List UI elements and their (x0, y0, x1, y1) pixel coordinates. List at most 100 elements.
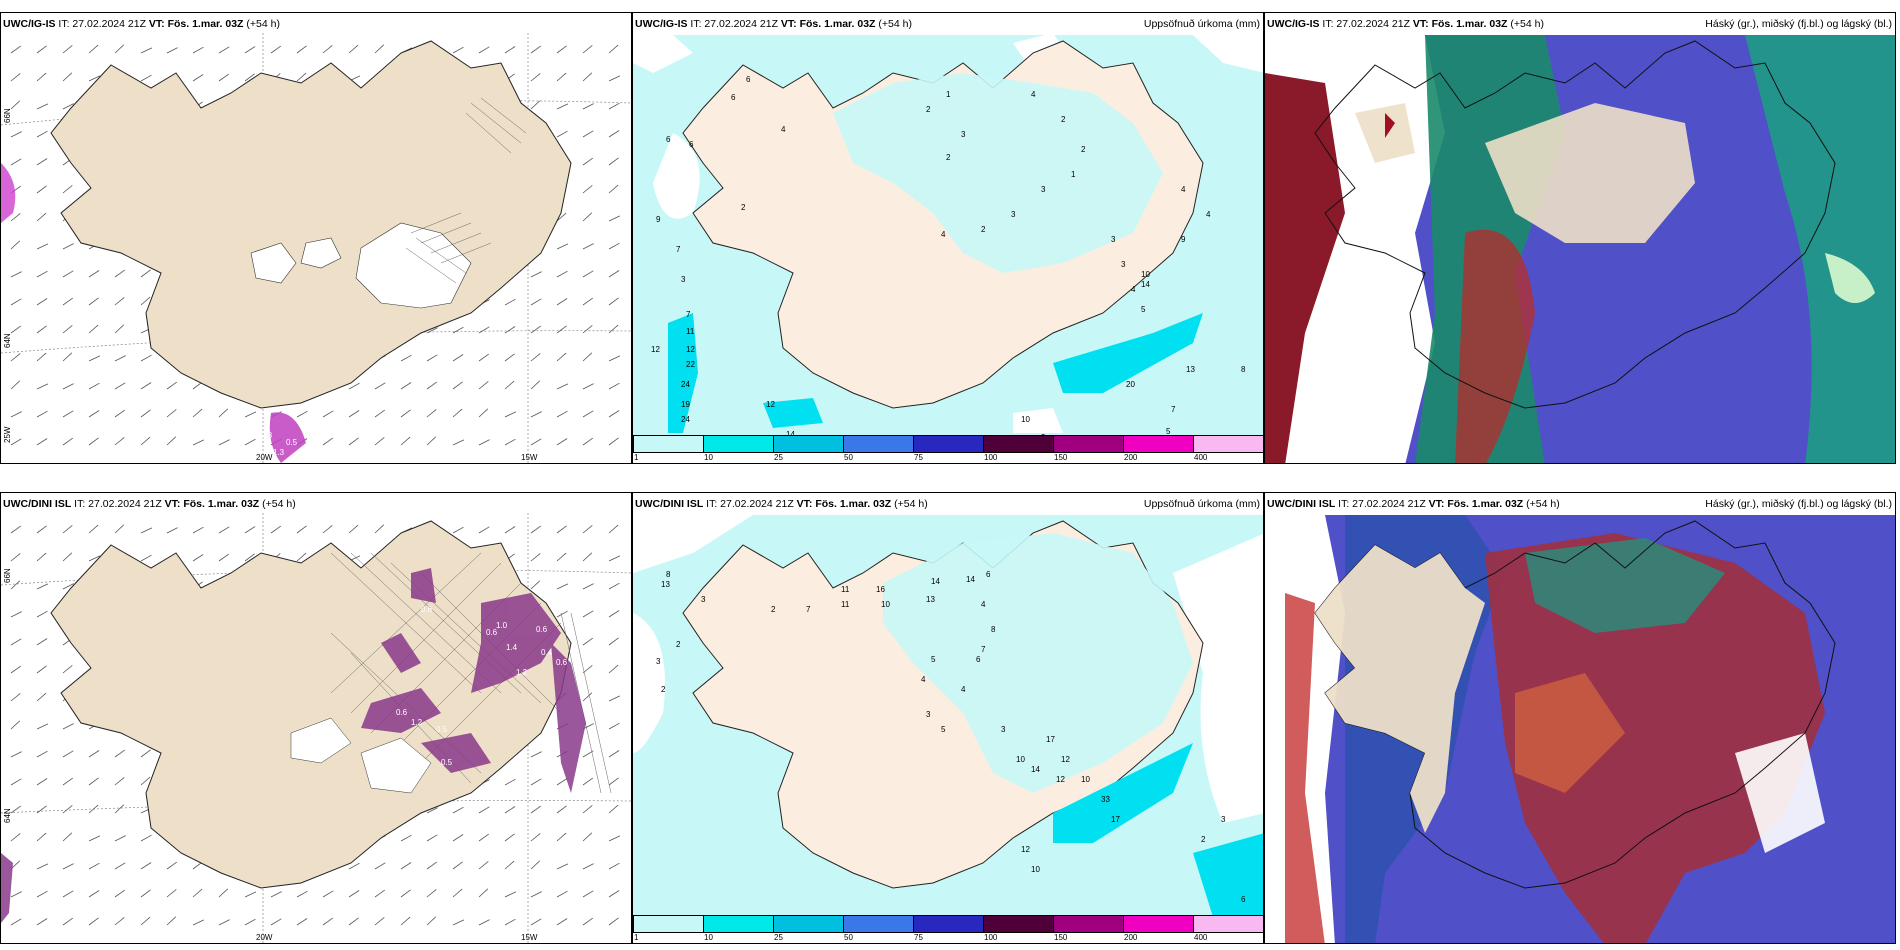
snow-label: 0.6 (536, 625, 548, 634)
map-panel-clouds-dini: UWC/DINI ISL IT: 27.02.2024 21Z VT: Fös.… (1264, 492, 1896, 944)
colorbar-tick: 10 (704, 933, 713, 942)
precip-label: 5 (1141, 305, 1146, 314)
snow-label: 1.0 (496, 621, 508, 630)
panel-header: UWC/DINI ISL IT: 27.02.2024 21Z VT: Fös.… (635, 498, 1260, 510)
precip-label: 3 (1121, 260, 1126, 269)
colorbar-tick: 25 (774, 453, 783, 462)
snow-label: 0.5 (436, 725, 448, 734)
colorbar-tick: 10 (704, 453, 713, 462)
colorbar-swatch (983, 915, 1054, 933)
colorbar-swatch (633, 435, 704, 453)
precip-label: 4 (961, 685, 966, 694)
precip-label: 3 (1221, 815, 1226, 824)
precip-label: 4 (981, 600, 986, 609)
precip-label: 2 (771, 605, 776, 614)
precip-label: 6 (666, 135, 671, 144)
precip-label: 12 (1061, 755, 1070, 764)
map-panel-precip-ig: UWC/IG-IS IT: 27.02.2024 21Z VT: Fös. 1.… (632, 12, 1264, 464)
map-panel-precip-dini: UWC/DINI ISL IT: 27.02.2024 21Z VT: Fös.… (632, 492, 1264, 944)
lon-label: 20W (256, 453, 273, 462)
precip-label: 2 (1201, 835, 1206, 844)
precip-map (633, 33, 1263, 437)
precip-label: 6 (1241, 895, 1246, 904)
lat-label: 64N (3, 808, 12, 823)
precip-label: 7 (1171, 405, 1176, 414)
colorbar-tick: 50 (844, 933, 853, 942)
snow-label: 1.3 (273, 448, 285, 457)
precip-label: 2 (676, 640, 681, 649)
precip-label: 17 (1046, 735, 1055, 744)
lon-label: 15W (521, 933, 538, 942)
colorbar-tick: 100 (984, 453, 998, 462)
lat-label: 66N (3, 108, 12, 123)
precip-label: 4 (781, 125, 786, 134)
colorbar-swatch (1053, 435, 1124, 453)
wind-map (1, 33, 631, 463)
precip-label: 3 (926, 710, 931, 719)
lat-label: 25W (3, 426, 12, 443)
snow-label: 0.5 (286, 438, 298, 447)
precip-label: 3 (1001, 725, 1006, 734)
map-panel-wind-dini: UWC/DINI ISL IT: 27.02.2024 21Z VT: Fös.… (0, 492, 632, 944)
colorbar-swatch (983, 435, 1054, 453)
precip-label: 11 (841, 585, 850, 594)
precip-label: 6 (746, 75, 751, 84)
precip-label: 5 (931, 655, 936, 664)
colorbar-tick: 25 (774, 933, 783, 942)
precip-label: 10 (1016, 755, 1025, 764)
colorbar-swatch (1193, 915, 1263, 933)
colorbar-swatch (1123, 435, 1194, 453)
precip-label: 14 (931, 577, 940, 586)
precip-label: 2 (926, 105, 931, 114)
precip-label: 6 (986, 570, 991, 579)
panel-header: UWC/IG-IS IT: 27.02.2024 21Z VT: Fös. 1.… (3, 18, 280, 30)
precip-label: 12 (651, 345, 660, 354)
precip-label: 1 (1071, 170, 1076, 179)
colorbar-swatch (1123, 915, 1194, 933)
precip-label: 5 (1166, 427, 1171, 436)
precip-label: 1 (946, 90, 951, 99)
colorbar-swatch (843, 435, 914, 453)
colorbar-swatch (913, 915, 984, 933)
precip-label: 7 (686, 310, 691, 319)
precip-label: 22 (686, 360, 695, 369)
colorbar-swatch (1193, 435, 1263, 453)
snow-label: 1.4 (506, 643, 518, 652)
precip-label: 8 (1241, 365, 1246, 374)
precip-label: 14 (1031, 765, 1040, 774)
snow-label: 0.6 (556, 658, 568, 667)
snow-label: 1.2 (516, 668, 528, 677)
precip-label: 3 (681, 275, 686, 284)
colorbar-swatch (773, 435, 844, 453)
colorbar-tick: 50 (844, 453, 853, 462)
precip-label: 3 (701, 595, 706, 604)
precip-label: 3 (1111, 235, 1116, 244)
wind-map (1, 513, 631, 943)
precip-label: 6 (689, 140, 694, 149)
colorbar-tick: 100 (984, 933, 998, 942)
precip-label: 12 (686, 345, 695, 354)
colorbar: 1 10 25 50 75 100 150 200 400 (633, 435, 1263, 463)
precip-label: 20 (1126, 380, 1135, 389)
panel-header: UWC/IG-IS IT: 27.02.2024 21Z VT: Fös. 1.… (635, 18, 1260, 30)
precip-label: 13 (661, 580, 670, 589)
panel-header: UWC/IG-IS IT: 27.02.2024 21Z VT: Fös. 1.… (1267, 18, 1892, 30)
colorbar-tick: 400 (1194, 453, 1208, 462)
cloud-map (1265, 35, 1895, 463)
precip-label: 3 (1011, 210, 1016, 219)
colorbar-swatch (633, 915, 704, 933)
colorbar-tick: 1 (634, 453, 639, 462)
precip-label: 2 (741, 203, 746, 212)
panel-header: UWC/DINI ISL IT: 27.02.2024 21Z VT: Fös.… (3, 498, 296, 510)
precip-label: 4 (1206, 210, 1211, 219)
precip-label: 2 (981, 225, 986, 234)
snow-label: 1.2 (411, 718, 423, 727)
precip-label: 4 (1131, 285, 1136, 294)
precip-label: 7 (806, 605, 811, 614)
colorbar-swatch (703, 915, 774, 933)
precip-label: 13 (1186, 365, 1195, 374)
precip-label: 16 (876, 585, 885, 594)
colorbar-tick: 150 (1054, 453, 1068, 462)
precip-label: 17 (1111, 815, 1120, 824)
precip-label: 3 (961, 130, 966, 139)
